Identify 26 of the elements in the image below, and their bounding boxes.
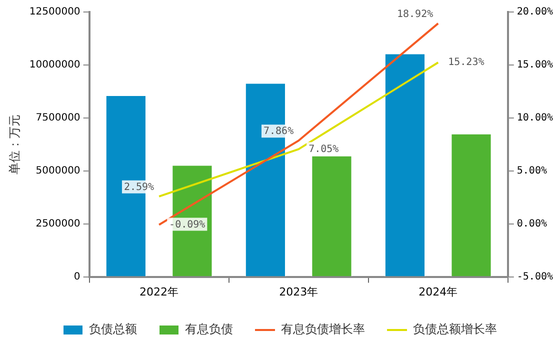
y-tick-label: 10000000 xyxy=(29,60,80,71)
y-axis-title: 单位：万元 xyxy=(7,114,22,174)
y2-tick-label: -5.00% xyxy=(516,271,553,282)
data-label: 7.05% xyxy=(308,144,339,155)
x-tick-label: 2024年 xyxy=(418,285,458,298)
y-tick-label: 12500000 xyxy=(29,6,80,18)
y2-tick-label: 10.00% xyxy=(516,112,553,124)
data-label: 7.86% xyxy=(263,126,294,138)
y-tick-label: 2500000 xyxy=(36,218,80,230)
legend-label: 有息负债增长率 xyxy=(281,322,365,336)
x-tick-label: 2022年 xyxy=(140,285,179,298)
legend-label: 负债总额增长率 xyxy=(413,322,497,336)
x-tick-label: 2023年 xyxy=(279,285,318,298)
y2-tick-label: 15.00% xyxy=(516,60,553,71)
y-tick-label: 7500000 xyxy=(36,112,80,124)
data-label: 15.23% xyxy=(448,57,484,68)
y2-tick-label: 0.00% xyxy=(516,218,547,230)
y-tick-label: 0 xyxy=(74,271,80,282)
y2-tick-label: 20.00% xyxy=(516,6,553,18)
data-label: -0.09% xyxy=(169,219,206,230)
data-label: 18.92% xyxy=(396,9,434,20)
y-tick-label: 5000000 xyxy=(36,165,80,176)
data-label: 2.59% xyxy=(124,182,154,193)
legend-label: 负债总额 xyxy=(89,322,137,336)
y2-tick-label: 5.00% xyxy=(516,165,547,176)
legend-label: 有息负债 xyxy=(185,322,233,336)
